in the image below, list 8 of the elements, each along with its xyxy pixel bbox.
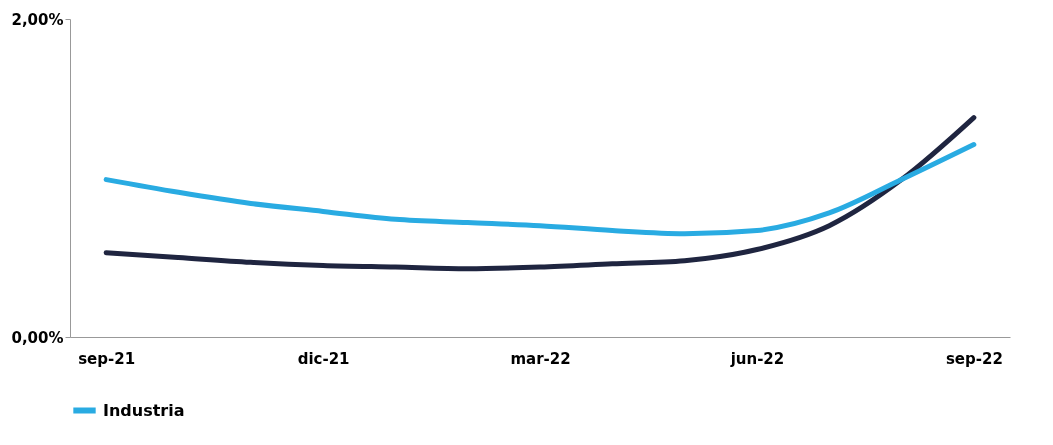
x-tick-label: mar-22 bbox=[510, 349, 571, 368]
x-tick-label: dic-21 bbox=[297, 349, 350, 368]
x-tick-label: sep-22 bbox=[945, 349, 1003, 368]
x-tick-label: sep-21 bbox=[78, 349, 136, 368]
x-tick-label: jun-22 bbox=[729, 349, 785, 368]
legend-label: Industria bbox=[103, 400, 185, 420]
y-tick-label: 2,00% bbox=[11, 10, 64, 29]
y-tick-label: 0,00% bbox=[11, 328, 64, 347]
